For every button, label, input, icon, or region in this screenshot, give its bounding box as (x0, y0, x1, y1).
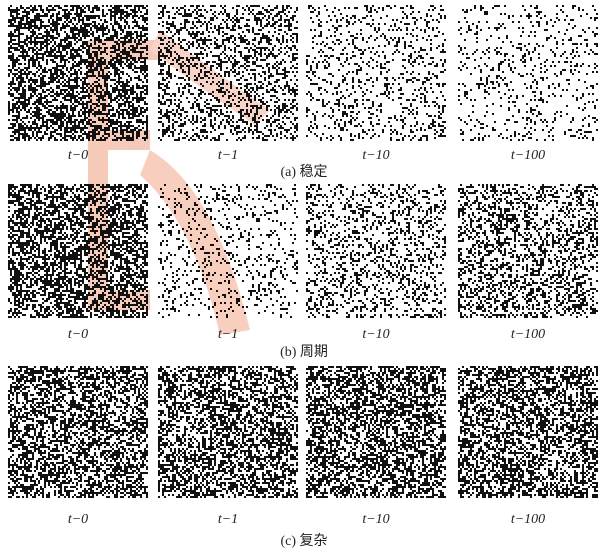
caption: (c) 复杂 (280, 532, 327, 549)
panel-label: t−10 (362, 148, 389, 163)
panel-label: t−10 (362, 512, 389, 527)
caption: (b) 周期 (280, 344, 328, 360)
caption: (a) 稳定 (280, 164, 327, 180)
panel-label: t−1 (218, 327, 238, 342)
panel-label: t−1 (218, 148, 238, 163)
automaton-snapshot (158, 5, 298, 141)
page: t−0 t−1 t−10 t−100 (a) 稳定 t−0 t−1 t−10 t−100 (b) … (0, 0, 608, 550)
automaton-snapshot (306, 5, 446, 141)
watermark-shape (140, 150, 250, 335)
automaton-snapshot (458, 184, 598, 318)
automaton-snapshot (306, 366, 446, 498)
automaton-snapshot (458, 366, 598, 498)
automaton-snapshot (158, 366, 298, 498)
automaton-snapshot (8, 5, 148, 141)
figure: t−0 t−1 t−10 t−100 (a) 稳定 t−0 t−1 t−10 t−100 (b) … (0, 0, 608, 550)
panel-label: t−100 (511, 512, 545, 527)
panel-label: t−0 (68, 512, 88, 527)
automaton-snapshot (8, 366, 148, 498)
panel-label: t−0 (68, 148, 88, 163)
automaton-snapshot (8, 184, 148, 318)
automaton-snapshot (458, 5, 598, 141)
panel-label: t−10 (362, 327, 389, 342)
panel-label: t−0 (68, 327, 88, 342)
panel-label: t−1 (218, 512, 238, 527)
panel-label: t−100 (511, 148, 545, 163)
panel-label: t−100 (511, 327, 545, 342)
automaton-snapshot (306, 184, 446, 318)
